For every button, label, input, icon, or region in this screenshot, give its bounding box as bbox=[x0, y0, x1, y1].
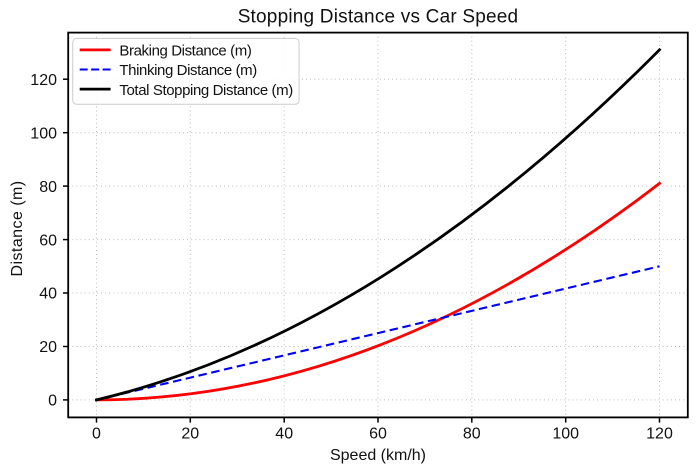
svg-text:60: 60 bbox=[369, 426, 387, 443]
svg-text:60: 60 bbox=[39, 232, 57, 249]
svg-text:Braking Distance (m): Braking Distance (m) bbox=[119, 43, 251, 60]
svg-text:80: 80 bbox=[39, 179, 57, 196]
svg-text:Stopping Distance vs Car Speed: Stopping Distance vs Car Speed bbox=[238, 7, 519, 28]
svg-text:Distance (m): Distance (m) bbox=[9, 180, 26, 276]
svg-text:120: 120 bbox=[30, 72, 57, 89]
svg-text:20: 20 bbox=[181, 426, 199, 443]
svg-text:100: 100 bbox=[552, 426, 579, 443]
svg-text:0: 0 bbox=[48, 393, 57, 410]
svg-text:100: 100 bbox=[30, 125, 57, 142]
svg-text:0: 0 bbox=[92, 426, 101, 443]
svg-text:40: 40 bbox=[39, 286, 57, 303]
svg-text:Total Stopping Distance (m): Total Stopping Distance (m) bbox=[119, 82, 293, 99]
svg-text:80: 80 bbox=[463, 426, 481, 443]
svg-text:120: 120 bbox=[646, 426, 673, 443]
svg-text:Thinking Distance (m): Thinking Distance (m) bbox=[119, 62, 257, 79]
svg-text:Speed (km/h): Speed (km/h) bbox=[330, 447, 426, 464]
svg-text:40: 40 bbox=[275, 426, 293, 443]
svg-text:20: 20 bbox=[39, 339, 57, 356]
